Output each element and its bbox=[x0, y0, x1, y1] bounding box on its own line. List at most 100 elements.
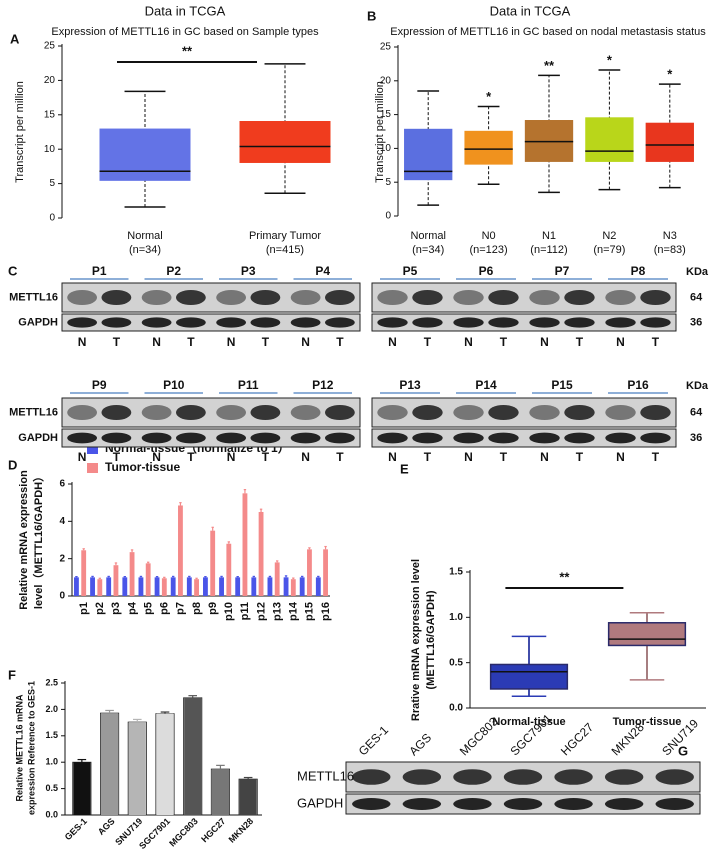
blot-background bbox=[61, 313, 361, 332]
blot-band bbox=[605, 317, 636, 328]
lane-label: N bbox=[78, 335, 87, 349]
blot-band bbox=[290, 289, 321, 306]
blot-band bbox=[488, 289, 519, 306]
sample-label: P1 bbox=[92, 264, 107, 278]
blot-band bbox=[141, 289, 172, 306]
x-tick-label: p6 bbox=[159, 602, 171, 615]
sample-size: (n=415) bbox=[266, 244, 304, 256]
blot-band bbox=[141, 432, 172, 444]
x-tick-label: p11 bbox=[239, 602, 251, 620]
blot-band bbox=[250, 317, 281, 328]
box bbox=[585, 117, 634, 162]
y-axis-label: Relative METTL16 mRNA bbox=[14, 694, 24, 802]
y-axis-label: expression Reference to GES-1 bbox=[26, 681, 36, 815]
y-tick-label: 25 bbox=[380, 42, 392, 53]
bar bbox=[97, 579, 103, 596]
box bbox=[404, 128, 453, 181]
bar bbox=[81, 550, 87, 596]
lane-label: T bbox=[500, 450, 508, 464]
lane-label: T bbox=[424, 450, 432, 464]
blot-band bbox=[67, 289, 98, 306]
blot-band bbox=[175, 317, 206, 328]
blot-band bbox=[604, 798, 644, 810]
x-tick-label: p8 bbox=[191, 602, 203, 615]
panel-label: A bbox=[10, 31, 20, 46]
size-label: 64 bbox=[690, 406, 703, 418]
lane-label: T bbox=[187, 335, 195, 349]
blot-band bbox=[175, 432, 206, 444]
blot-band bbox=[377, 404, 408, 421]
sample-label: P9 bbox=[92, 378, 107, 392]
blot-band bbox=[640, 432, 671, 444]
blot-band bbox=[640, 317, 671, 328]
bar bbox=[184, 697, 202, 815]
blot-band bbox=[402, 798, 442, 810]
blot-band bbox=[352, 769, 391, 785]
x-tick-label: MKN28 bbox=[227, 816, 256, 845]
y-tick-label: 15 bbox=[380, 109, 392, 120]
y-tick-label: 10 bbox=[44, 144, 56, 155]
blot-band bbox=[377, 289, 408, 306]
y-tick-label: 1.0 bbox=[45, 757, 58, 767]
blot-band bbox=[529, 404, 560, 421]
y-tick-label: 25 bbox=[44, 41, 56, 52]
y-tick-label: 0 bbox=[49, 213, 55, 224]
blot-band bbox=[377, 317, 408, 328]
x-tick-label: Primary Tumor bbox=[249, 230, 321, 242]
blot-band bbox=[640, 289, 671, 306]
sample-label: P16 bbox=[627, 378, 649, 392]
cell-line-label: GES-1 bbox=[356, 723, 392, 759]
x-tick-label: N3 bbox=[663, 230, 677, 242]
blot-band bbox=[412, 404, 443, 421]
sample-size: (n=34) bbox=[129, 244, 161, 256]
x-tick-label: p7 bbox=[175, 602, 187, 615]
blot-band bbox=[67, 432, 98, 444]
y-axis-label: Relative mRNA expression bbox=[18, 470, 30, 610]
bar bbox=[323, 549, 328, 596]
sample-label: P7 bbox=[555, 264, 570, 278]
lane-label: N bbox=[616, 450, 625, 464]
x-tick-label: HGC27 bbox=[199, 816, 227, 844]
lane-label: N bbox=[227, 335, 236, 349]
blot-band bbox=[529, 432, 560, 444]
y-tick-label: 0 bbox=[59, 591, 65, 602]
x-tick-label: p1 bbox=[78, 602, 90, 615]
lane-label: N bbox=[388, 450, 397, 464]
bar bbox=[242, 493, 248, 596]
bar bbox=[161, 578, 167, 596]
x-tick-label: p14 bbox=[288, 601, 300, 621]
bar bbox=[251, 577, 257, 596]
lane-label: N bbox=[152, 335, 161, 349]
lane-label: T bbox=[576, 335, 584, 349]
bar bbox=[186, 577, 192, 596]
x-tick-label: Normal-tissue bbox=[492, 716, 565, 728]
sample-label: P2 bbox=[166, 264, 181, 278]
x-tick-label: GES-1 bbox=[63, 816, 89, 842]
bar bbox=[267, 577, 273, 596]
legend-swatch bbox=[87, 463, 98, 473]
y-tick-label: 0.5 bbox=[449, 657, 463, 668]
blot-band bbox=[604, 769, 644, 785]
blot-band bbox=[453, 289, 484, 306]
y-tick-label: 0.0 bbox=[449, 703, 463, 714]
y-tick-label: 2.5 bbox=[45, 677, 58, 687]
lane-label: T bbox=[652, 450, 660, 464]
box bbox=[464, 130, 513, 165]
blot-band bbox=[453, 769, 492, 785]
blot-band bbox=[175, 289, 206, 306]
y-tick-label: 20 bbox=[44, 75, 56, 86]
significance: * bbox=[486, 89, 492, 104]
bar bbox=[74, 577, 79, 596]
x-tick-label: N0 bbox=[482, 230, 496, 242]
x-tick-label: N1 bbox=[542, 230, 556, 242]
row-label: METTL16 bbox=[9, 291, 58, 303]
box bbox=[645, 122, 694, 162]
blot-band bbox=[605, 289, 636, 306]
bar bbox=[274, 562, 280, 596]
x-tick-label: Normal bbox=[127, 230, 162, 242]
sample-label: P12 bbox=[312, 378, 334, 392]
lane-label: N bbox=[540, 450, 549, 464]
row-label: GAPDH bbox=[297, 795, 343, 810]
bar bbox=[170, 577, 176, 596]
